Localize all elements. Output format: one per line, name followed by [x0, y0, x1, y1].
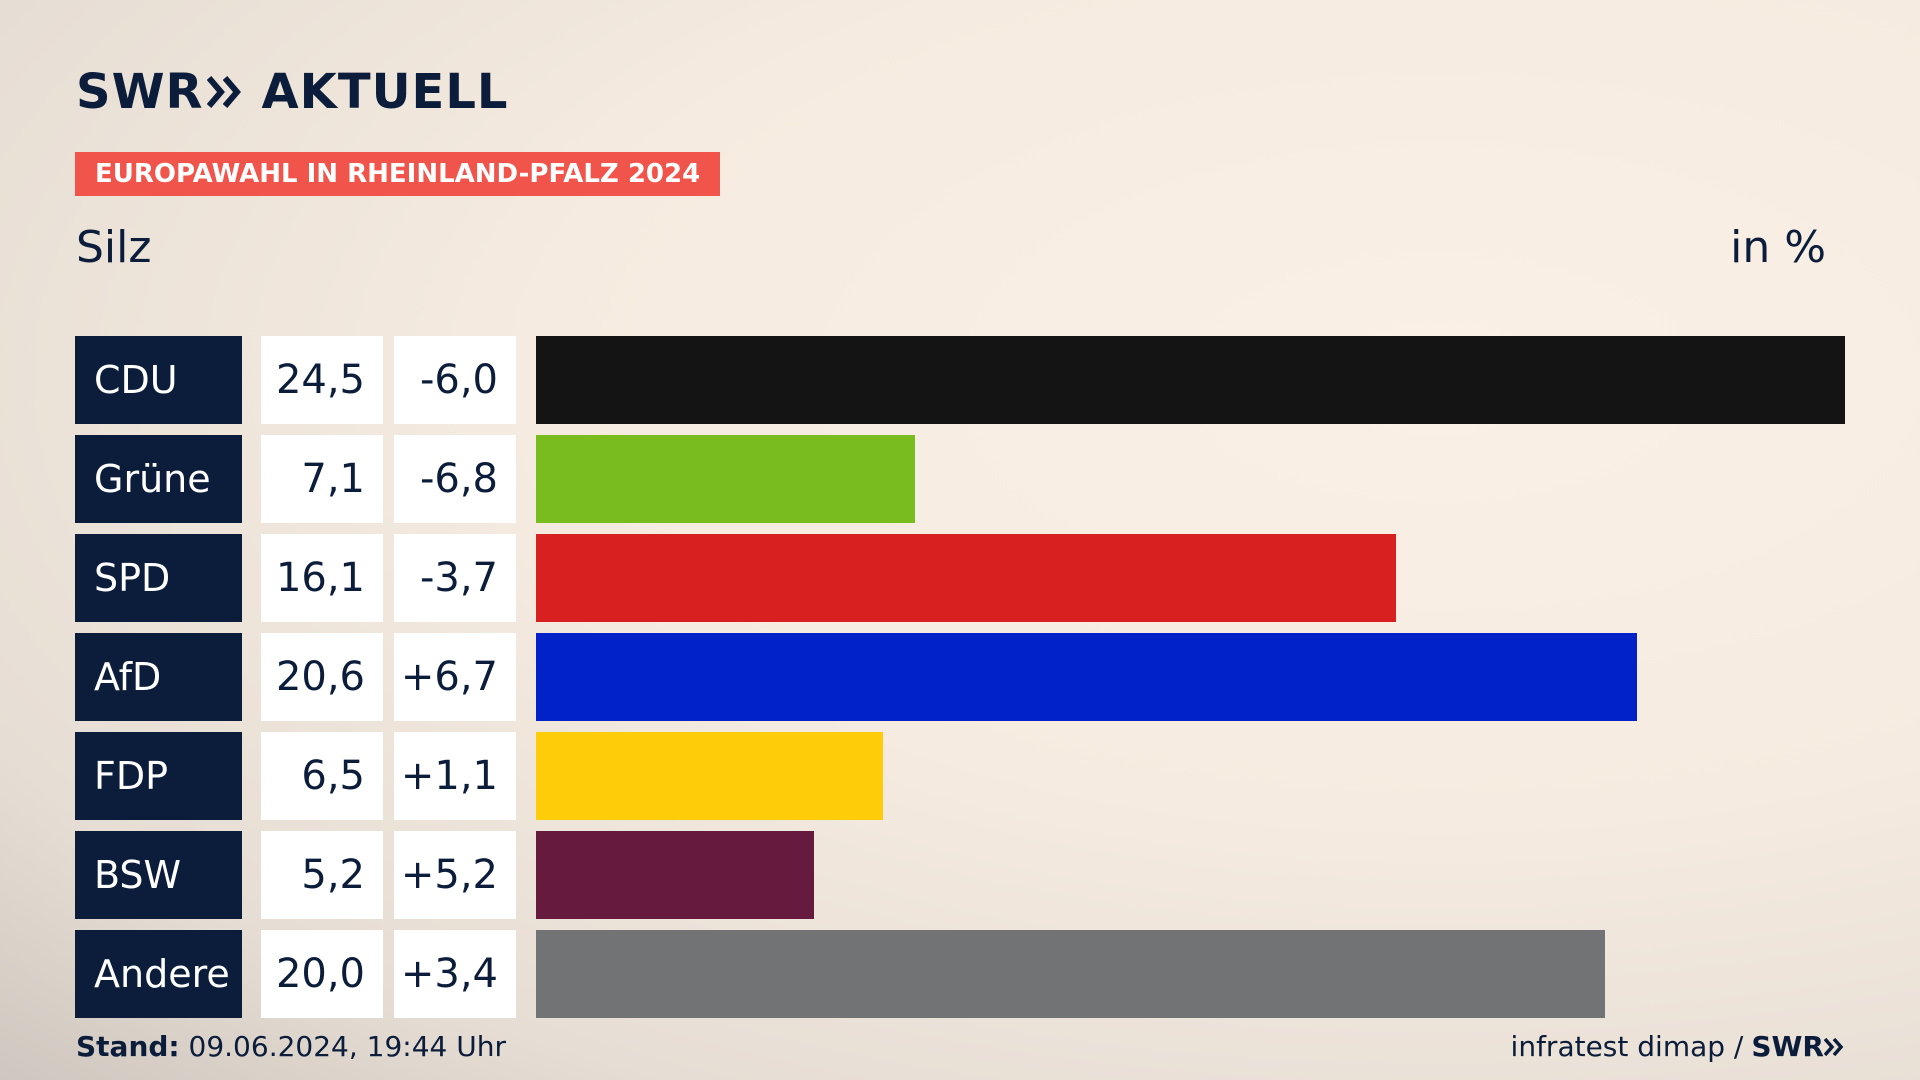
swr-mini-logo: SWR [1751, 1030, 1844, 1063]
source-credit: infratest dimap / SWR [1511, 1030, 1844, 1063]
vote-share-label: 6,5 [261, 732, 383, 820]
result-bar [536, 534, 1396, 622]
change-label: +1,1 [394, 732, 516, 820]
result-bar [536, 831, 814, 919]
change-label: -6,0 [394, 336, 516, 424]
party-label: CDU [75, 336, 242, 424]
change-label: +3,4 [394, 930, 516, 1018]
result-bar [536, 930, 1605, 1018]
timestamp: Stand: 09.06.2024, 19:44 Uhr [76, 1030, 506, 1063]
double-chevron-icon [1824, 1037, 1844, 1056]
result-bar [536, 336, 1845, 424]
swr-logo: SWR [76, 64, 243, 120]
change-label: -3,7 [394, 534, 516, 622]
double-chevron-icon [207, 76, 242, 108]
vote-share-label: 16,1 [261, 534, 383, 622]
change-label: -6,8 [394, 435, 516, 523]
result-bar [536, 732, 883, 820]
election-banner: EUROPAWAHL IN RHEINLAND-PFALZ 2024 [75, 152, 721, 196]
party-label: Andere [75, 930, 242, 1018]
vote-share-label: 20,6 [261, 633, 383, 721]
aktuell-label: AKTUELL [261, 64, 509, 120]
party-label: BSW [75, 831, 242, 919]
change-label: +5,2 [394, 831, 516, 919]
swr-aktuell-logo: SWR AKTUELL [76, 64, 509, 120]
unit-label: in % [1730, 222, 1826, 273]
stand-label: Stand: [76, 1030, 180, 1063]
party-label: FDP [75, 732, 242, 820]
vote-share-label: 24,5 [261, 336, 383, 424]
party-label: SPD [75, 534, 242, 622]
source-label: infratest dimap / [1510, 1030, 1744, 1063]
party-label: AfD [75, 633, 242, 721]
result-bar [536, 633, 1637, 721]
vote-share-label: 7,1 [261, 435, 383, 523]
vote-share-label: 5,2 [261, 831, 383, 919]
place-name: Silz [76, 222, 152, 273]
result-bar [536, 435, 915, 523]
stand-value: 09.06.2024, 19:44 Uhr [188, 1030, 506, 1063]
vote-share-label: 20,0 [261, 930, 383, 1018]
party-label: Grüne [75, 435, 242, 523]
change-label: +6,7 [394, 633, 516, 721]
